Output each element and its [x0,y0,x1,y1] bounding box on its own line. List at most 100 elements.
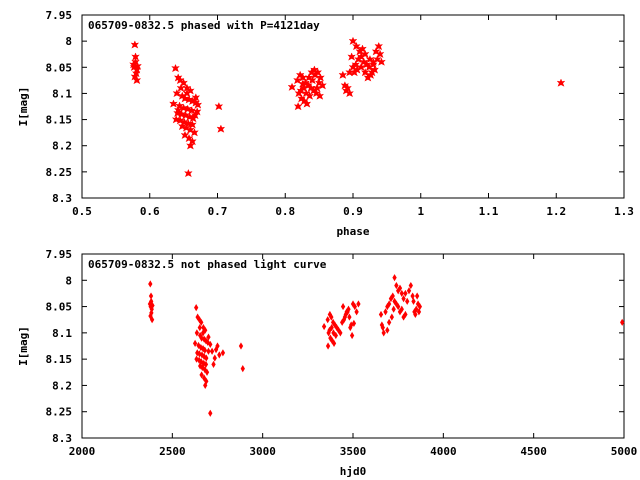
data-point [192,93,200,101]
x-axis-label: phase [336,225,369,238]
data-point [392,274,397,282]
data-point [209,347,215,355]
x-tick-label: 4000 [430,445,457,458]
y-tick-label: 8.2 [52,140,72,153]
data-point [403,289,408,298]
data-point [396,302,401,311]
data-point [217,351,222,359]
data-point [339,71,347,79]
x-tick-label: 1.1 [479,205,499,218]
data-point [348,324,353,332]
y-tick-label: 8.2 [52,379,72,392]
data-point [352,42,360,50]
data-point [199,318,204,326]
data-point [288,83,296,91]
x-tick-label: 3000 [249,445,276,458]
data-point [399,305,404,313]
data-point [192,339,198,347]
data-point [177,84,185,92]
y-tick-label: 8.1 [52,327,72,340]
y-axis-label: I[mag] [17,326,30,366]
data-point [171,64,180,72]
data-point [391,305,396,313]
data-point [358,45,367,53]
x-tick-label: 5000 [611,445,638,458]
data-point [310,66,318,74]
x-tick-label: 3500 [340,445,367,458]
data-point [557,79,565,87]
data-point [203,360,209,368]
data-point [194,329,200,337]
chart-title: 065709-0832.5 phased with P=4121day [88,19,320,32]
data-point [212,354,217,362]
y-tick-label: 8.05 [46,301,73,314]
x-tick-label: 0.7 [208,205,228,218]
data-point [380,324,385,332]
data-point [198,343,204,352]
data-point [342,313,348,321]
y-tick-label: 8.25 [46,406,73,419]
x-tick-label: 2500 [159,445,186,458]
x-tick-label: 1.3 [614,205,634,218]
data-point [204,368,210,376]
data-point [204,354,209,362]
data-point [331,339,337,347]
data-point [346,305,351,313]
data-point [401,295,406,303]
data-point [329,313,334,321]
y-tick-label: 8.05 [46,61,73,74]
data-point [378,310,384,319]
data-point [197,324,202,332]
data-point [321,322,327,331]
data-point [356,300,361,308]
plot-frame [81,253,625,439]
y-tick-label: 8.25 [46,166,73,179]
data-point [361,50,369,58]
data-point [201,335,207,343]
data-point [220,349,226,357]
data-point [202,346,208,354]
data-point [351,319,357,327]
x-tick-label: 2000 [69,445,96,458]
y-tick-label: 8.3 [52,432,72,445]
y-tick-label: 8.1 [52,87,72,100]
data-point [394,281,399,290]
y-tick-label: 8.15 [46,353,73,366]
data-point [348,53,356,61]
y-tick-label: 7.95 [46,248,73,261]
data-point [149,316,155,324]
data-point [411,297,416,305]
data-point [206,333,211,341]
y-tick-label: 8.3 [52,192,72,205]
data-point [201,352,207,361]
x-tick-label: 1 [417,205,424,218]
data-point [403,310,408,319]
x-tick-label: 0.6 [140,205,160,218]
y-axis-label: I[mag] [17,87,30,127]
data-point [203,381,208,390]
data-point [338,329,343,337]
data-point [150,301,155,310]
data-point [414,305,419,313]
data-point [414,292,420,300]
data-point [200,345,206,353]
data-point [211,360,216,368]
data-point [413,310,418,319]
data-point [389,313,394,321]
data-point [385,326,390,334]
data-point [208,409,213,417]
data-point [390,292,395,300]
data-point [383,308,388,316]
data-point [238,342,244,350]
chart-title: 065709-0832.5 not phased light curve [88,258,327,271]
data-point [325,316,330,324]
x-axis-label: hjd0 [340,465,367,478]
data-point [215,102,223,110]
y-tick-label: 8.15 [46,114,73,127]
data-point [194,304,199,312]
x-tick-label: 1.2 [546,205,566,218]
data-point [408,281,413,290]
data-point [386,300,392,308]
data-point [329,324,334,332]
data-point [386,318,392,326]
